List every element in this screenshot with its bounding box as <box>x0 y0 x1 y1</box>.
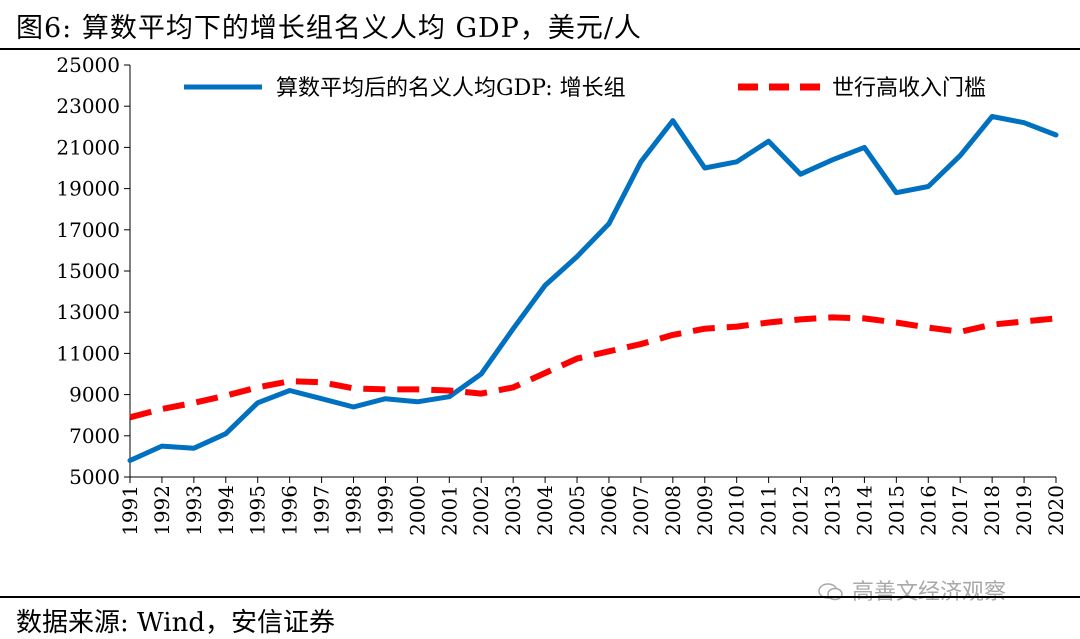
x-tick-label: 2002 <box>469 485 493 536</box>
watermark: 高善文经济观察 <box>818 574 1006 606</box>
x-tick-label: 2019 <box>1012 485 1036 536</box>
y-tick-label: 17000 <box>56 218 120 242</box>
y-tick-label: 25000 <box>56 53 120 77</box>
x-tick-label: 1992 <box>150 485 174 536</box>
x-tick-label: 2009 <box>693 485 717 536</box>
x-tick-label: 2015 <box>884 485 908 536</box>
x-tick-label: 2003 <box>501 485 525 536</box>
x-tick-label: 2012 <box>789 485 813 536</box>
x-tick-label: 2013 <box>820 485 844 536</box>
legend-label-growth-group: 算数平均后的名义人均GDP: 增长组 <box>276 76 626 101</box>
series-lines <box>127 114 1059 463</box>
x-tick-label: 2010 <box>725 485 749 536</box>
x-tick-label: 2005 <box>565 485 589 536</box>
wechat-icon <box>818 583 843 601</box>
x-tick-label: 1999 <box>373 485 397 536</box>
x-tick-label: 2016 <box>916 485 940 536</box>
x-tick-label: 2008 <box>661 485 685 536</box>
x-tick-label: 1991 <box>118 485 142 536</box>
source-note: 数据来源: Wind，安信证券 <box>16 608 335 638</box>
x-tick-label: 2014 <box>852 485 876 536</box>
legend-label-high-income-threshold: 世行高收入门槛 <box>832 76 986 101</box>
y-tick-label: 15000 <box>56 259 120 283</box>
x-tick-label: 2004 <box>533 485 557 536</box>
legend: 算数平均后的名义人均GDP: 增长组 世行高收入门槛 <box>184 76 986 101</box>
line-chart: 5000 7000 9000 11000 13000 15000 17000 19000 210… <box>56 53 1068 536</box>
y-tick-label: 9000 <box>69 383 120 407</box>
watermark-text: 高善文经济观察 <box>852 580 1007 605</box>
axes: 5000 7000 9000 11000 13000 15000 17000 19000 210… <box>56 53 1068 536</box>
x-tick-label: 1995 <box>246 485 270 536</box>
series-line-growth-group <box>127 114 1059 463</box>
x-tick-label: 2018 <box>980 485 1004 536</box>
y-tick-label: 5000 <box>69 465 120 489</box>
x-tick-label: 1993 <box>182 485 206 536</box>
y-tick-label: 19000 <box>56 177 120 201</box>
x-tick-label: 1994 <box>214 485 238 536</box>
x-tick-label: 2007 <box>629 485 653 536</box>
y-tick-label: 11000 <box>56 341 120 365</box>
x-tick-label: 1997 <box>310 485 334 536</box>
top-rule <box>0 48 1080 50</box>
bottom-rule <box>0 596 1080 598</box>
x-tick-label: 2020 <box>1044 485 1068 536</box>
x-tick-label: 1996 <box>278 485 302 536</box>
x-tick-label: 2000 <box>405 485 429 536</box>
y-tick-label: 21000 <box>56 135 120 159</box>
x-tick-label: 2006 <box>597 485 621 536</box>
x-tick-label: 2001 <box>437 485 461 536</box>
chart-title: 图6: 算数平均下的增长组名义人均 GDP，美元/人 <box>16 13 642 44</box>
x-tick-label: 1998 <box>342 485 366 536</box>
x-tick-label: 2011 <box>757 485 781 536</box>
x-tick-label: 2017 <box>948 485 972 536</box>
series-line-high-income-threshold <box>129 314 1057 421</box>
y-tick-label: 23000 <box>56 94 120 118</box>
y-tick-label: 13000 <box>56 300 120 324</box>
y-tick-label: 7000 <box>69 424 120 448</box>
